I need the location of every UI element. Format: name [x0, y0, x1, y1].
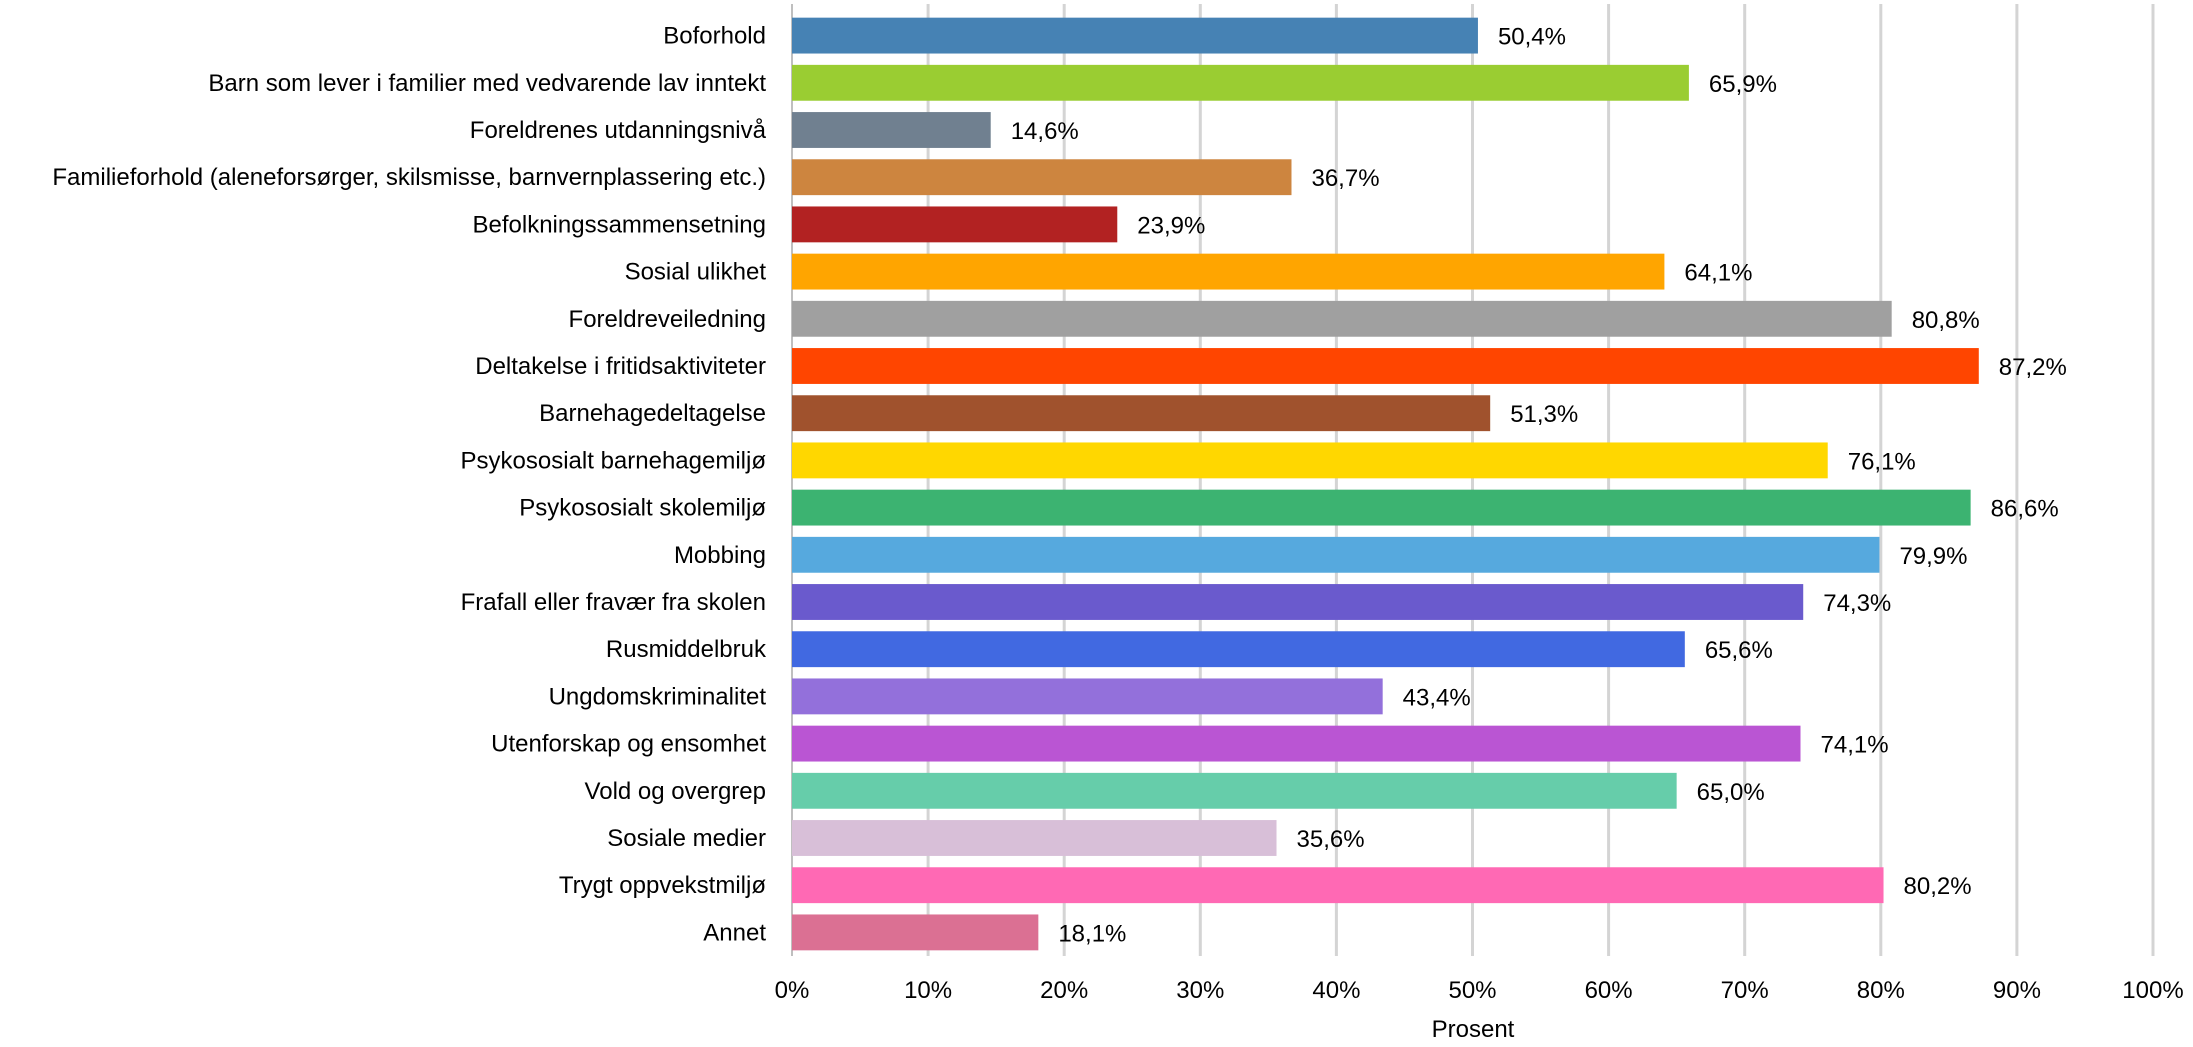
category-label-boforhold: Boforhold	[663, 23, 766, 50]
bar-deltakelse-i-fritidsaktiviteter	[792, 348, 1979, 384]
data-label-vold-og-overgrep: 65,0%	[1697, 779, 1765, 806]
bar-psykososialt-barnehagemiljo	[792, 442, 1828, 479]
bar-foreldreveiledning	[792, 300, 1892, 337]
data-label-trygt-oppvekstmiljo: 80,2%	[1904, 873, 1972, 900]
category-label-befolkningssammensetning: Befolkningssammensetning	[473, 211, 767, 238]
data-label-psykososialt-barnehagemiljo: 76,1%	[1848, 448, 1916, 475]
bar-sosial-ulikhet	[792, 253, 1665, 290]
data-label-ungdomskriminalitet: 43,4%	[1403, 684, 1471, 711]
x-axis-title: Prosent	[1432, 1016, 1515, 1043]
data-label-boforhold: 50,4%	[1498, 24, 1566, 51]
data-label-foreldrenes-utdanningsniva: 14,6%	[1011, 118, 1079, 145]
category-label-rusmiddelbruk: Rusmiddelbruk	[606, 636, 767, 663]
category-label-trygt-oppvekstmiljo: Trygt oppvekstmiljø	[559, 872, 766, 899]
bar-befolkningssammensetning	[792, 206, 1118, 243]
bar-ungdomskriminalitet	[792, 678, 1383, 715]
category-labels: Boforhold Barn som lever i familier med v…	[52, 23, 767, 947]
data-label-sosiale-medier: 35,6%	[1297, 826, 1365, 853]
category-label-barnehagedeltagelse: Barnehagedeltagelse	[539, 400, 766, 427]
data-label-familieforhold-aleneforsorger-skilsmisse-barnvernplassering-etc: 36,7%	[1311, 165, 1379, 192]
bar-utenforskap-og-ensomhet	[792, 725, 1801, 762]
category-label-deltakelse-i-fritidsaktiviteter: Deltakelse i fritidsaktiviteter	[475, 353, 766, 380]
data-label-befolkningssammensetning: 23,9%	[1137, 212, 1205, 239]
x-axis-ticks: 0% 10% 20% 30% 40% 50% 60% 70% 80% 90% 100%	[775, 977, 2184, 1004]
bar-frafall-eller-fravaer-fra-skolen	[792, 584, 1804, 620]
data-label-utenforskap-og-ensomhet: 74,1%	[1821, 732, 1889, 759]
category-label-mobbing: Mobbing	[674, 542, 766, 569]
category-label-psykososialt-skolemiljo: Psykososialt skolemiljø	[519, 495, 766, 522]
bars	[792, 17, 1979, 951]
data-label-barn-som-lever-i-familier-med-vedvarende-lav-inntekt: 65,9%	[1709, 71, 1777, 98]
data-label-barnehagedeltagelse: 51,3%	[1510, 401, 1578, 428]
x-tick-label-0: 0%	[775, 977, 810, 1004]
x-tick-label-40: 40%	[1312, 977, 1360, 1004]
x-tick-label-60: 60%	[1585, 977, 1633, 1004]
x-tick-label-50: 50%	[1448, 977, 1496, 1004]
x-tick-label-80: 80%	[1857, 977, 1905, 1004]
category-label-utenforskap-og-ensomhet: Utenforskap og ensomhet	[491, 731, 766, 758]
category-label-ungdomskriminalitet: Ungdomskriminalitet	[549, 683, 767, 710]
category-label-annet: Annet	[703, 919, 766, 946]
gridlines	[791, 4, 2155, 956]
bar-foreldrenes-utdanningsniva	[792, 112, 991, 148]
data-label-deltakelse-i-fritidsaktiviteter: 87,2%	[1999, 354, 2067, 381]
data-label-mobbing: 79,9%	[1899, 543, 1967, 570]
x-tick-label-70: 70%	[1721, 977, 1769, 1004]
category-label-familieforhold-aleneforsorger-skilsmisse-barnvernplassering-etc: Familieforhold (aleneforsørger, skilsmis…	[52, 164, 766, 191]
category-label-foreldrenes-utdanningsniva: Foreldrenes utdanningsnivå	[470, 117, 767, 144]
category-label-sosiale-medier: Sosiale medier	[607, 825, 766, 852]
bar-sosiale-medier	[792, 820, 1277, 856]
x-tick-label-10: 10%	[904, 977, 952, 1004]
category-label-foreldreveiledning: Foreldreveiledning	[569, 306, 766, 333]
x-tick-label-90: 90%	[1993, 977, 2041, 1004]
x-tick-label-100: 100%	[2122, 977, 2183, 1004]
data-label-sosial-ulikhet: 64,1%	[1684, 260, 1752, 287]
bar-annet	[792, 914, 1039, 951]
data-label-foreldreveiledning: 80,8%	[1912, 307, 1980, 334]
value-labels: 50,4% 65,9% 14,6% 36,7% 23,9% 64,1% 80,8% 87,2%…	[1011, 24, 2067, 948]
x-tick-label-20: 20%	[1040, 977, 1088, 1004]
data-label-psykososialt-skolemiljo: 86,6%	[1991, 496, 2059, 523]
bar-mobbing	[792, 536, 1880, 573]
bar-rusmiddelbruk	[792, 631, 1685, 668]
data-label-annet: 18,1%	[1058, 920, 1126, 947]
category-label-psykososialt-barnehagemiljo: Psykososialt barnehagemiljø	[461, 447, 767, 474]
bar-vold-og-overgrep	[792, 772, 1677, 809]
bar-boforhold	[792, 17, 1478, 54]
category-label-vold-og-overgrep: Vold og overgrep	[585, 778, 766, 805]
category-label-frafall-eller-fravaer-fra-skolen: Frafall eller fravær fra skolen	[461, 589, 766, 616]
data-label-rusmiddelbruk: 65,6%	[1705, 637, 1773, 664]
bar-trygt-oppvekstmiljo	[792, 867, 1884, 904]
category-label-barn-som-lever-i-familier-med-vedvarende-lav-inntekt: Barn som lever i familier med vedvarende…	[208, 70, 766, 97]
bar-barn-som-lever-i-familier-med-vedvarende-lav-inntekt	[792, 64, 1689, 101]
bar-barnehagedeltagelse	[792, 395, 1491, 432]
bar-psykososialt-skolemiljo	[792, 489, 1971, 526]
x-tick-label-30: 30%	[1176, 977, 1224, 1004]
data-label-frafall-eller-fravaer-fra-skolen: 74,3%	[1823, 590, 1891, 617]
bar-familieforhold-aleneforsorger-skilsmisse-barnvernplassering-etc	[792, 159, 1292, 196]
category-label-sosial-ulikhet: Sosial ulikhet	[625, 259, 767, 286]
